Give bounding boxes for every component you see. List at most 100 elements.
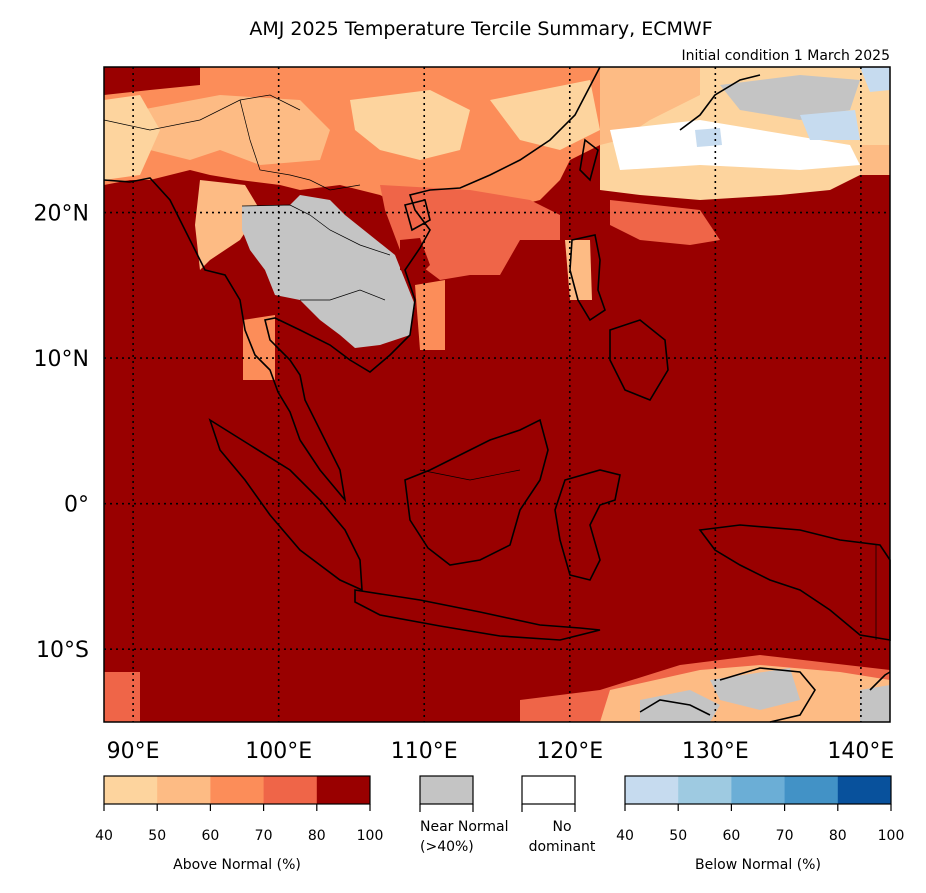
below-tick-label: 80: [829, 828, 847, 844]
below-tick-label: 70: [776, 828, 794, 844]
china-warm-region: [104, 67, 720, 280]
below-swatch: [678, 776, 732, 804]
near-normal-label: Near Normal: [420, 819, 509, 835]
border-thai-laos: [241, 204, 391, 256]
above-70-80-sw-corner: [104, 672, 140, 722]
kimberley-coastline: [639, 699, 711, 716]
border-cambodia: [300, 289, 386, 301]
luzon-coastline: [569, 234, 606, 322]
above-tick-label: 60: [201, 828, 219, 844]
above-50-60-east-china-sea: [600, 67, 700, 145]
longitude-label: 100°E: [245, 739, 312, 764]
below-tick-label: 100: [878, 828, 905, 844]
above-colorbar-label: Above Normal (%): [173, 857, 301, 873]
border-borneo: [419, 469, 521, 481]
no-dominant-swatch: [521, 775, 576, 805]
above-50-60-area: [140, 95, 330, 165]
legend-no-dominant: No dominant: [521, 775, 596, 855]
below-colorbar: [625, 776, 892, 804]
above-swatch: [157, 776, 211, 804]
near-normal-swatch: [419, 775, 474, 805]
above-40-50-east-china: [490, 80, 600, 150]
mindanao-visayas-coastline: [609, 319, 669, 401]
above-swatch: [316, 776, 371, 804]
no-dominant-label-1: No: [552, 819, 571, 835]
below-tick-label: 40: [616, 828, 634, 844]
below-colorbar-frame: [624, 775, 892, 805]
above-40-50-area-west: [104, 95, 160, 180]
near-normal-indochina: [242, 195, 415, 348]
above-80-100-north-strip: [104, 67, 200, 95]
ryukyu-japan-coastline: [679, 74, 761, 131]
coastlines: [103, 66, 891, 723]
indochina-china-coastline: [264, 66, 601, 503]
below-swatch: [625, 776, 679, 804]
above-tick-label: 40: [95, 828, 113, 844]
near-normal-cape-york: [860, 685, 890, 722]
below-colorbar-ticks: 40 50 60 70 80 100: [616, 804, 904, 844]
below-tick-label: 50: [669, 828, 687, 844]
sulawesi-coastline: [554, 469, 621, 581]
latitude-labels: 20°N 10°N 0° 10°S: [34, 202, 89, 664]
latitude-label: 10°S: [36, 638, 89, 663]
above-tick-label: 70: [255, 828, 273, 844]
below-swatch: [837, 776, 892, 804]
above-swatch: [263, 776, 318, 804]
below-40-50-corner: [860, 67, 890, 92]
near-normal-arnhem: [710, 668, 800, 710]
above-tick-label: 50: [148, 828, 166, 844]
above-colorbar-frame: [103, 775, 371, 805]
arnhem-coastline: [719, 667, 816, 723]
legend-below-normal: 40 50 60 70 80 100 Below Normal (%): [616, 775, 904, 873]
above-50-60-myanmar: [195, 180, 260, 270]
above-tick-label: 80: [308, 828, 326, 844]
map-panel: [103, 66, 891, 723]
borneo-coastline: [404, 418, 549, 566]
border-himalaya: [103, 94, 301, 131]
new-guinea-coastline: [698, 524, 891, 641]
longitude-label: 120°E: [536, 739, 603, 764]
myanmar-coastline: [103, 177, 301, 441]
above-tick-label: 100: [357, 828, 384, 844]
java-coastline: [354, 589, 601, 641]
longitude-label: 110°E: [391, 739, 458, 764]
latitude-label: 10°N: [34, 347, 89, 372]
above-40-50-area: [350, 90, 470, 160]
below-swatch: [784, 776, 839, 804]
above-60-70-vietnam-coast: [415, 280, 445, 350]
sumatra-coastline: [208, 418, 363, 592]
longitude-label: 90°E: [107, 739, 160, 764]
gridlines: [104, 67, 890, 722]
border-china-south: [239, 99, 361, 191]
near-normal-threshold: (>40%): [420, 839, 474, 855]
below-40-50-small-area: [695, 128, 722, 147]
above-colorbar-ticks: 40 50 60 70 80 100: [95, 804, 383, 844]
initial-condition-label: Initial condition 1 March 2025: [682, 48, 890, 64]
map-frame: [103, 66, 891, 723]
hainan-coastline: [404, 199, 431, 232]
no-dominant-label-2: dominant: [529, 839, 596, 855]
country-borders: [103, 94, 877, 640]
above-swatch: [104, 776, 158, 804]
above-50-60-pacific: [860, 145, 890, 175]
taiwan-coastline: [579, 138, 599, 182]
cape-york-coastline: [869, 671, 891, 691]
longitude-label: 130°E: [682, 739, 749, 764]
above-colorbar: [104, 776, 371, 804]
near-normal-timor-sea: [640, 690, 720, 722]
map-title: AMJ 2025 Temperature Tercile Summary, EC…: [249, 18, 712, 40]
japan-region: [600, 67, 890, 200]
below-colorbar-label: Below Normal (%): [695, 857, 821, 873]
no-dominant-area: [610, 120, 860, 170]
above-70-80-philippine-sea: [610, 200, 720, 245]
near-normal-japan-area: [720, 75, 860, 120]
latitude-label: 0°: [64, 493, 89, 518]
legend-above-normal: 40 50 60 70 80 100 Above Normal (%): [95, 775, 383, 873]
legend-near-normal: Near Normal (>40%): [419, 775, 509, 855]
below-40-50-japan-area: [800, 110, 860, 140]
below-tick-label: 60: [722, 828, 740, 844]
longitude-label: 140°E: [827, 739, 894, 764]
below-swatch: [731, 776, 786, 804]
longitude-labels: 90°E 100°E 110°E 120°E 130°E 140°E: [107, 739, 895, 764]
